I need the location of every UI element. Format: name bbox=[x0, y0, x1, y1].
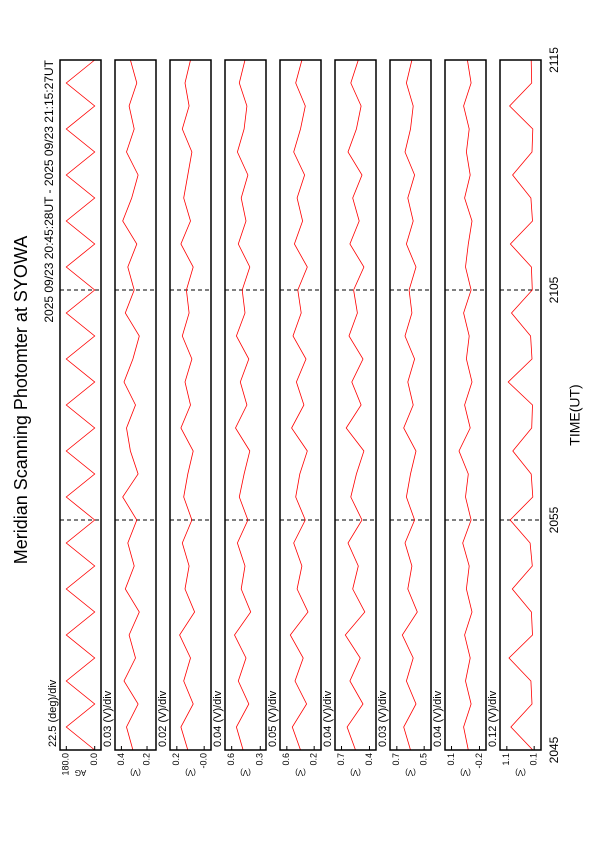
y-tick-label: 0.0 bbox=[89, 753, 99, 766]
rotated-figure: Meridian Scanning Photomter at SYOWA 202… bbox=[11, 47, 583, 777]
y-tick-label: -0.2 bbox=[474, 753, 484, 769]
data-line bbox=[507, 59, 534, 751]
y-tick-label: 0.1 bbox=[529, 753, 539, 766]
x-tick-label: 2055 bbox=[547, 506, 561, 533]
data-line bbox=[289, 59, 309, 751]
panel-frame bbox=[279, 59, 322, 751]
y-axis-label: (V) bbox=[515, 768, 526, 777]
panel-scale-label: 0.03 (V)/div bbox=[377, 690, 389, 747]
data-line bbox=[458, 59, 473, 751]
panel-frame bbox=[389, 59, 432, 751]
x-axis-label: TIME(UT) bbox=[567, 384, 583, 445]
data-line bbox=[122, 59, 140, 751]
y-axis-label: (V) bbox=[130, 768, 141, 777]
y-tick-label: 0.6 bbox=[226, 753, 236, 766]
panel-frame bbox=[499, 59, 542, 751]
data-line bbox=[179, 59, 196, 751]
data-line bbox=[65, 59, 96, 751]
y-tick-label: 0.4 bbox=[116, 753, 126, 766]
panel-scale-label: 0.04 (V)/div bbox=[212, 690, 224, 747]
x-tick-label: 2105 bbox=[547, 276, 561, 303]
chart-title: Meridian Scanning Photomter at SYOWA bbox=[11, 236, 31, 564]
y-tick-label: -0.0 bbox=[199, 753, 209, 769]
panel-frame bbox=[334, 59, 377, 751]
panel-scale-label: 0.04 (V)/div bbox=[432, 690, 444, 747]
y-tick-label: 0.2 bbox=[171, 753, 181, 766]
data-line bbox=[234, 59, 252, 751]
y-axis-label: (V) bbox=[185, 768, 196, 777]
y-tick-label: 0.4 bbox=[364, 753, 374, 766]
panel-scale-label: 0.03 (V)/div bbox=[102, 690, 114, 747]
y-tick-label: 0.6 bbox=[281, 753, 291, 766]
panel-frame bbox=[224, 59, 267, 751]
panel-frame bbox=[59, 59, 102, 751]
y-axis-label: (V) bbox=[240, 768, 251, 777]
panel-frame bbox=[444, 59, 487, 751]
x-tick-label: 2115 bbox=[547, 47, 561, 73]
panel-frame bbox=[114, 59, 157, 751]
x-tick-label: 2045 bbox=[547, 736, 561, 763]
y-tick-label: 0.5 bbox=[419, 753, 429, 766]
y-tick-label: 0.7 bbox=[336, 753, 346, 766]
y-axis-label: (V) bbox=[350, 768, 361, 777]
y-tick-label: 0.3 bbox=[255, 753, 265, 766]
y-tick-label: 0.2 bbox=[141, 753, 151, 766]
y-tick-label: 180.0 bbox=[61, 753, 71, 776]
y-axis-label: (V) bbox=[460, 768, 471, 777]
panel-scale-label: 0.12 (V)/div bbox=[487, 690, 499, 747]
y-axis-label: (V) bbox=[405, 768, 416, 777]
panel-scale-label: 0.02 (V)/div bbox=[157, 690, 169, 747]
panel-scale-label: 0.05 (V)/div bbox=[267, 690, 279, 747]
panel-scale-label: 22.5 (deg)/div bbox=[47, 679, 59, 747]
y-tick-label: 1.1 bbox=[501, 753, 511, 766]
y-axis-label: AG bbox=[75, 768, 87, 777]
data-line bbox=[401, 59, 418, 751]
y-tick-label: 0.2 bbox=[309, 753, 319, 766]
chart-subtitle: 2025 09/23 20:45:28UT - 2025 09/23 21:15… bbox=[42, 59, 56, 322]
panel-scale-label: 0.04 (V)/div bbox=[322, 690, 334, 747]
panel-frame bbox=[169, 59, 212, 751]
y-tick-label: 0.1 bbox=[446, 753, 456, 766]
y-tick-label: 0.7 bbox=[391, 753, 401, 766]
data-line bbox=[344, 59, 366, 751]
y-axis-label: (V) bbox=[295, 768, 306, 777]
